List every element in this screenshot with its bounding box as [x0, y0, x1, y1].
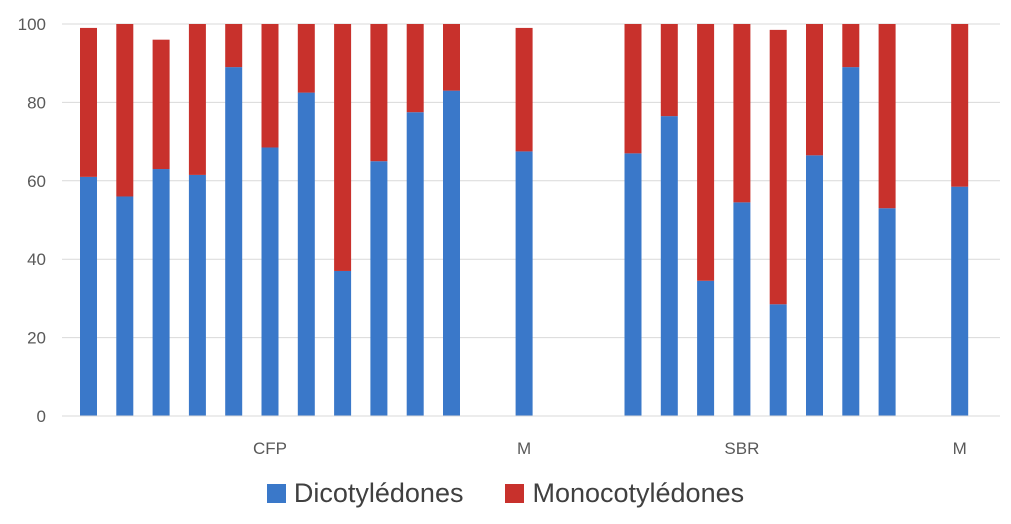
bar-dicotyledones — [733, 202, 751, 416]
bar-dicotyledones — [624, 153, 642, 417]
bar-monocotyledones — [188, 24, 206, 175]
category-label: M — [517, 439, 531, 458]
bar-monocotyledones — [624, 24, 642, 154]
bar-dicotyledones — [660, 116, 678, 417]
bar-monocotyledones — [733, 24, 751, 203]
category-labels: CFP M SBR M — [253, 439, 967, 458]
bar-dicotyledones — [261, 147, 279, 417]
bar-dicotyledones — [842, 67, 860, 417]
bar-monocotyledones — [842, 24, 860, 68]
category-label: SBR — [724, 439, 759, 458]
bar-monocotyledones — [878, 24, 896, 209]
y-axis-tick-labels: 0 20 40 60 80 100 — [18, 15, 46, 426]
legend-label-monocot: Monocotylédones — [532, 478, 745, 508]
y-tick-label: 60 — [27, 172, 46, 191]
bar-monocotyledones — [951, 24, 969, 187]
bar-dicotyledones — [297, 92, 315, 416]
bar-dicotyledones — [878, 208, 896, 416]
bar-monocotyledones — [660, 24, 678, 117]
bar-monocotyledones — [515, 27, 533, 152]
stacked-bar-chart: 0 20 40 60 80 100 CFP M SBR M — [18, 15, 1000, 458]
legend-item-dicot: Dicotylédones — [266, 478, 464, 509]
bar-dicotyledones — [225, 67, 243, 417]
bar-dicotyledones — [697, 280, 715, 416]
bar-monocotyledones — [697, 24, 715, 281]
y-tick-label: 0 — [37, 407, 46, 426]
legend-item-monocot: Monocotylédones — [505, 478, 744, 509]
legend-swatch-monocot — [505, 484, 525, 503]
bar-monocotyledones — [261, 24, 279, 148]
bar-dicotyledones — [769, 304, 787, 416]
bar-monocotyledones — [225, 24, 243, 68]
bar-monocotyledones — [297, 24, 315, 93]
bar-monocotyledones — [116, 24, 134, 197]
legend-label-dicot: Dicotylédones — [293, 478, 464, 508]
bar-dicotyledones — [116, 196, 134, 416]
bar-dicotyledones — [80, 176, 97, 416]
bar-dicotyledones — [443, 90, 460, 416]
bar-monocotyledones — [443, 24, 460, 91]
y-tick-label: 80 — [27, 93, 46, 112]
bar-dicotyledones — [188, 174, 206, 416]
bars — [80, 24, 969, 417]
bar-dicotyledones — [334, 270, 352, 416]
bar-dicotyledones — [370, 161, 388, 416]
bar-monocotyledones — [80, 27, 97, 177]
bar-monocotyledones — [406, 24, 424, 113]
bar-monocotyledones — [152, 39, 170, 170]
bar-dicotyledones — [152, 169, 170, 416]
bar-dicotyledones — [806, 155, 823, 416]
legend-swatch-dicot — [266, 484, 286, 503]
bar-monocotyledones — [334, 24, 352, 271]
y-tick-label: 40 — [27, 250, 46, 269]
y-tick-label: 100 — [18, 15, 46, 34]
bar-monocotyledones — [769, 29, 787, 305]
legend: Dicotylédones Monocotylédones — [0, 478, 1011, 509]
bar-dicotyledones — [406, 112, 424, 416]
bar-dicotyledones — [951, 186, 969, 416]
bar-dicotyledones — [515, 151, 533, 416]
y-tick-label: 20 — [27, 329, 46, 348]
bar-monocotyledones — [806, 24, 823, 156]
bar-monocotyledones — [370, 24, 388, 162]
category-label: CFP — [253, 439, 287, 458]
category-label: M — [953, 439, 967, 458]
